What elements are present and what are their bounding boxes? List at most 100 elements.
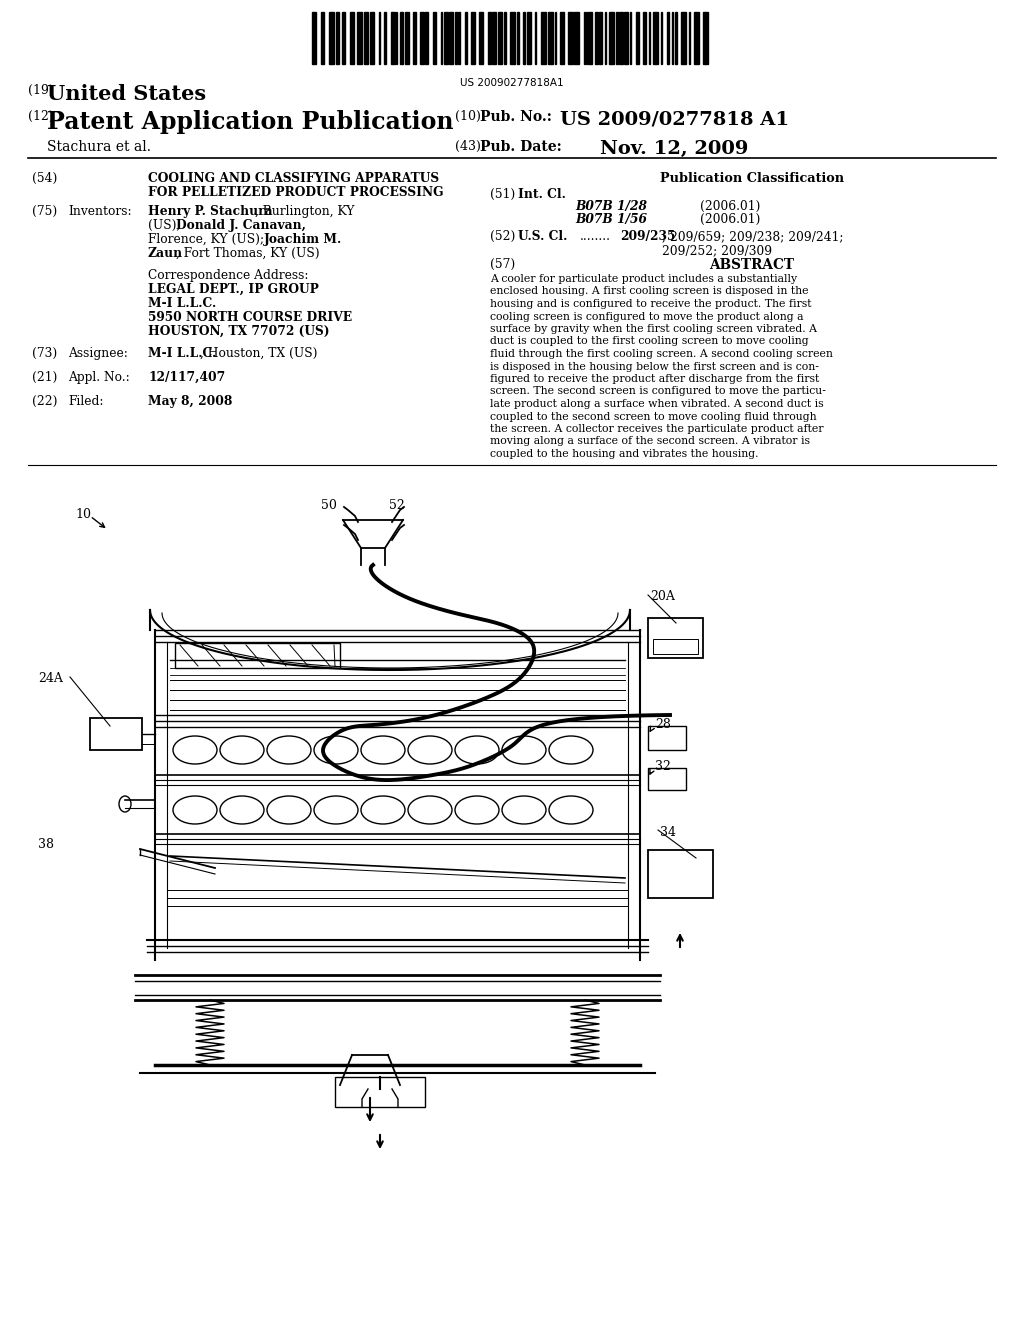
Text: Florence, KY (US);: Florence, KY (US); <box>148 234 268 246</box>
Text: 5950 NORTH COURSE DRIVE: 5950 NORTH COURSE DRIVE <box>148 312 352 323</box>
Text: (75): (75) <box>32 205 57 218</box>
Text: US 2009/0277818 A1: US 2009/0277818 A1 <box>560 110 790 128</box>
Text: the screen. A collector receives the particulate product after: the screen. A collector receives the par… <box>490 424 823 434</box>
Text: FOR PELLETIZED PRODUCT PROCESSING: FOR PELLETIZED PRODUCT PROCESSING <box>148 186 443 199</box>
Text: B07B 1/28: B07B 1/28 <box>575 201 647 213</box>
Bar <box>350 12 354 63</box>
Text: moving along a surface of the second screen. A vibrator is: moving along a surface of the second scr… <box>490 437 810 446</box>
Bar <box>312 12 316 63</box>
Bar <box>616 12 618 63</box>
Bar <box>568 12 573 63</box>
Bar <box>400 12 403 63</box>
Text: Correspondence Address:: Correspondence Address: <box>148 269 308 282</box>
Text: Joachim M.: Joachim M. <box>264 234 342 246</box>
Text: 20A: 20A <box>650 590 675 603</box>
Bar <box>492 12 496 63</box>
Text: Nov. 12, 2009: Nov. 12, 2009 <box>600 140 749 158</box>
Text: COOLING AND CLASSIFYING APPARATUS: COOLING AND CLASSIFYING APPARATUS <box>148 172 439 185</box>
Bar <box>364 12 368 63</box>
Bar <box>648 618 703 657</box>
Text: enclosed housing. A first cooling screen is disposed in the: enclosed housing. A first cooling screen… <box>490 286 809 297</box>
Text: 32: 32 <box>655 760 671 774</box>
Text: (10): (10) <box>455 110 481 123</box>
Bar <box>541 12 546 63</box>
Text: 28: 28 <box>655 718 671 731</box>
Text: ........: ........ <box>580 230 611 243</box>
Bar <box>609 12 614 63</box>
Text: 38: 38 <box>38 838 54 851</box>
Text: coupled to the housing and vibrates the housing.: coupled to the housing and vibrates the … <box>490 449 759 459</box>
Bar <box>458 12 460 63</box>
Bar <box>675 12 677 63</box>
Text: (54): (54) <box>32 172 57 185</box>
Bar <box>560 12 564 63</box>
Text: fluid through the first cooling screen. A second cooling screen: fluid through the first cooling screen. … <box>490 348 833 359</box>
Bar <box>548 12 553 63</box>
Text: duct is coupled to the first cooling screen to move cooling: duct is coupled to the first cooling scr… <box>490 337 809 346</box>
Bar <box>425 12 428 63</box>
Text: ABSTRACT: ABSTRACT <box>710 257 795 272</box>
Text: 50: 50 <box>322 499 337 512</box>
Text: late product along a surface when vibrated. A second duct is: late product along a surface when vibrat… <box>490 399 823 409</box>
Text: (43): (43) <box>455 140 481 153</box>
Text: May 8, 2008: May 8, 2008 <box>148 395 232 408</box>
Bar <box>90 718 142 750</box>
Bar <box>510 12 515 63</box>
Text: screen. The second screen is configured to move the particu-: screen. The second screen is configured … <box>490 387 826 396</box>
Text: LEGAL DEPT., IP GROUP: LEGAL DEPT., IP GROUP <box>148 282 318 296</box>
Text: , Fort Thomas, KY (US): , Fort Thomas, KY (US) <box>176 247 319 260</box>
Text: 10: 10 <box>75 508 91 521</box>
Text: 24A: 24A <box>38 672 62 685</box>
Bar <box>488 12 490 63</box>
Text: HOUSTON, TX 77072 (US): HOUSTON, TX 77072 (US) <box>148 325 330 338</box>
Text: (52): (52) <box>490 230 515 243</box>
Bar <box>433 12 436 63</box>
Text: Patent Application Publication: Patent Application Publication <box>47 110 454 135</box>
Bar <box>588 12 592 63</box>
Bar <box>667 12 669 63</box>
Bar <box>498 12 502 63</box>
Text: coupled to the second screen to move cooling fluid through: coupled to the second screen to move coo… <box>490 412 816 421</box>
Text: , Houston, TX (US): , Houston, TX (US) <box>200 347 317 360</box>
Text: 52: 52 <box>389 499 404 512</box>
Bar <box>648 850 713 898</box>
Text: Int. Cl.: Int. Cl. <box>518 187 566 201</box>
Bar <box>523 12 525 63</box>
Bar <box>465 12 467 63</box>
Text: 12/117,407: 12/117,407 <box>148 371 225 384</box>
Bar <box>370 12 374 63</box>
Bar <box>653 12 658 63</box>
Bar <box>449 12 453 63</box>
Bar <box>681 12 686 63</box>
Bar <box>175 643 340 668</box>
Text: 209/252; 209/309: 209/252; 209/309 <box>662 244 772 257</box>
Bar <box>643 12 646 63</box>
Bar <box>595 12 598 63</box>
Text: (21): (21) <box>32 371 57 384</box>
Bar <box>329 12 334 63</box>
Text: Henry P. Stachura: Henry P. Stachura <box>148 205 272 218</box>
Bar <box>694 12 699 63</box>
Text: cooling screen is configured to move the product along a: cooling screen is configured to move the… <box>490 312 804 322</box>
Bar <box>636 12 639 63</box>
Text: Pub. No.:: Pub. No.: <box>480 110 552 124</box>
Bar <box>653 639 698 653</box>
Bar <box>517 12 519 63</box>
Bar <box>444 12 449 63</box>
Bar <box>599 12 602 63</box>
Bar <box>624 12 628 63</box>
Text: M-I L.L.C.: M-I L.L.C. <box>148 347 216 360</box>
Text: Publication Classification: Publication Classification <box>659 172 844 185</box>
Text: United States: United States <box>47 84 206 104</box>
Text: , Burlington, KY: , Burlington, KY <box>255 205 354 218</box>
Text: Filed:: Filed: <box>68 395 103 408</box>
Bar <box>391 12 395 63</box>
Text: Donald J. Canavan,: Donald J. Canavan, <box>176 219 306 232</box>
Text: (51): (51) <box>490 187 515 201</box>
Text: M-I L.L.C.: M-I L.L.C. <box>148 297 216 310</box>
Bar <box>648 768 686 789</box>
Text: is disposed in the housing below the first screen and is con-: is disposed in the housing below the fir… <box>490 362 819 371</box>
Text: U.S. Cl.: U.S. Cl. <box>518 230 567 243</box>
Bar <box>648 726 686 750</box>
Text: (19): (19) <box>28 84 53 96</box>
